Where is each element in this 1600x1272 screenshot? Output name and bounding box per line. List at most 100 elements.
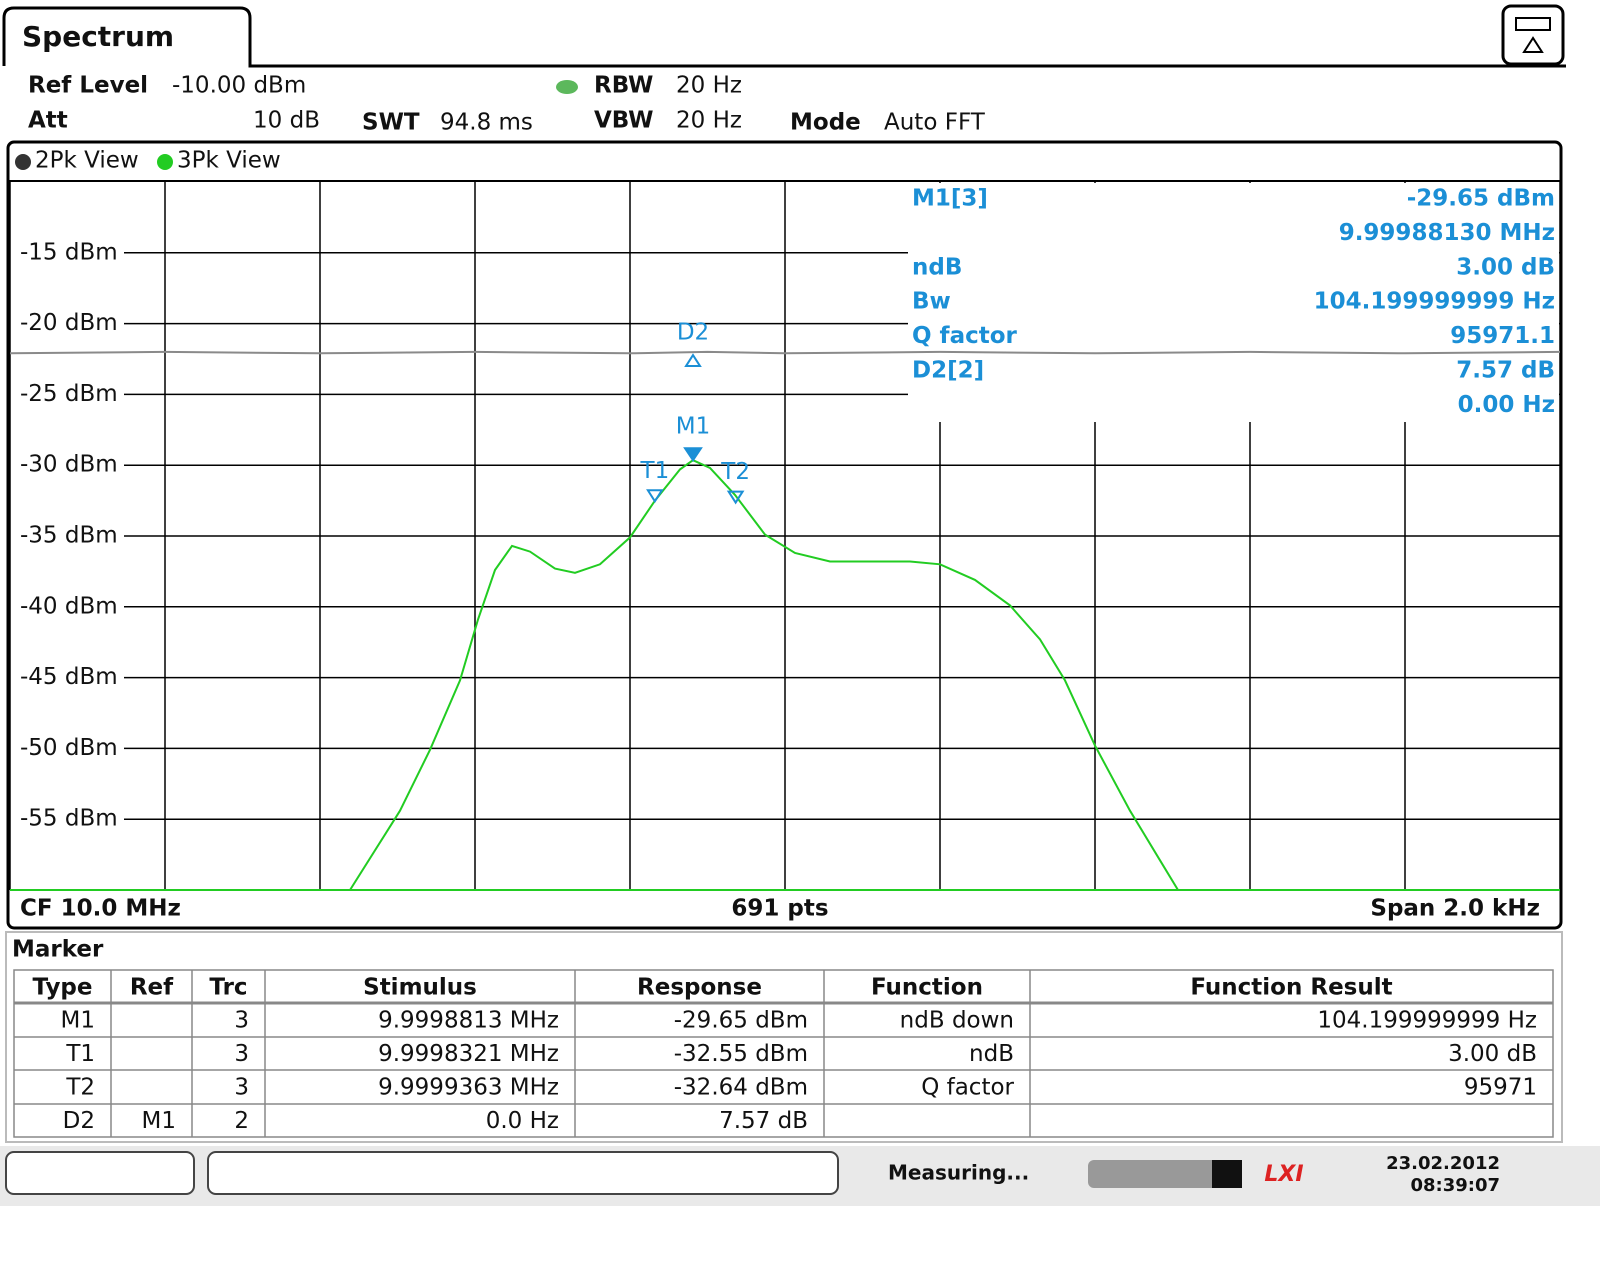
table-cell: -32.64 dBm (674, 1075, 808, 1101)
marker-symbol (684, 353, 702, 368)
table-cell: 0.0 Hz (486, 1108, 559, 1134)
setting-value: 94.8 ms (440, 110, 533, 136)
marker-symbol (646, 489, 664, 504)
info-value: 0.00 Hz (1458, 392, 1555, 418)
setting-value: 20 Hz (676, 73, 742, 99)
table-cell: 3 (234, 1075, 249, 1101)
table-cell: M1 (61, 1008, 95, 1034)
lxi-logo: LXI (1264, 1162, 1303, 1187)
table-title: Marker (12, 937, 104, 963)
info-label: M1[3] (912, 186, 988, 212)
marker-label: D2 (677, 320, 709, 346)
column-header: Function (871, 975, 983, 1001)
setting-value: -10.00 dBm (172, 73, 306, 99)
setting-label: Ref Level (28, 73, 148, 99)
y-tick-label: -50 dBm (20, 735, 118, 761)
tab-title[interactable]: Spectrum (22, 20, 174, 53)
table-cell: -29.65 dBm (674, 1008, 808, 1034)
column-header: Function Result (1190, 975, 1392, 1001)
table-cell: T2 (65, 1075, 95, 1101)
menu-button[interactable] (1501, 4, 1565, 66)
setting-label: VBW (594, 108, 653, 134)
plot-area: -15 dBm -20 dBm -25 dBm -30 dBm -35 dBm -40 d… (9, 182, 1561, 891)
trace (9, 350, 1561, 355)
column-header: Response (637, 975, 762, 1001)
progress-fill (1212, 1160, 1242, 1188)
table-cell: 95971 (1464, 1075, 1537, 1101)
setting-label: RBW (594, 73, 653, 99)
table-cell: M1 (142, 1108, 176, 1134)
marker-table: Type Ref Trc Stimulus Response Function Functi… (13, 969, 1554, 1138)
table-cell: 3 (234, 1041, 249, 1067)
info-value: -29.65 dBm (1407, 186, 1555, 212)
marker-label: T1 (640, 458, 670, 484)
marker-symbol (683, 447, 703, 463)
menu-icon (1522, 36, 1544, 53)
y-tick-label: -40 dBm (20, 593, 118, 619)
table-cell: 9.9998813 MHz (378, 1008, 559, 1034)
info-value: 9.99988130 MHz (1339, 220, 1555, 246)
y-tick-label: -45 dBm (20, 664, 118, 690)
marker-symbol (726, 490, 745, 505)
table-grid (13, 969, 1554, 1138)
softkey[interactable] (5, 1151, 195, 1195)
table-cell: Q factor (921, 1075, 1014, 1101)
info-value: 7.57 dB (1456, 358, 1555, 384)
y-tick-label: -15 dBm (20, 239, 118, 265)
info-panel (908, 183, 1559, 422)
table-cell: T1 (65, 1041, 95, 1067)
menu-icon (1515, 17, 1551, 31)
table-cell: 104.199999999 Hz (1317, 1008, 1537, 1034)
setting-value: Auto FFT (884, 110, 986, 136)
column-header: Type (32, 975, 92, 1001)
table-cell: 9.9998321 MHz (378, 1041, 559, 1067)
setting-value: 20 Hz (676, 108, 742, 134)
trace (349, 459, 1179, 891)
setting-label: Mode (790, 110, 861, 136)
legend-entry[interactable]: 3Pk View (177, 148, 281, 174)
info-label: D2[2] (912, 358, 984, 384)
status-led (556, 80, 578, 94)
table-cell: -32.55 dBm (674, 1041, 808, 1067)
y-tick-label: -55 dBm (20, 806, 118, 832)
table-cell: ndB down (900, 1008, 1014, 1034)
footer-left: CF 10.0 MHz (20, 896, 181, 922)
legend-swatch (15, 154, 31, 170)
tab-outline (2, 6, 1566, 68)
table-cell: 9.9999363 MHz (378, 1075, 559, 1101)
table-cell: ndB (969, 1041, 1014, 1067)
y-tick-label: -20 dBm (20, 310, 118, 336)
setting-label: SWT (362, 110, 420, 136)
softkey[interactable] (207, 1151, 839, 1195)
legend-swatch (157, 154, 173, 170)
status-state: Measuring... (888, 1161, 1029, 1185)
column-header: Ref (130, 975, 174, 1001)
footer-right: Span 2.0 kHz (1370, 896, 1540, 922)
status-time: 08:39:07 (1410, 1175, 1500, 1196)
footer-center: 691 pts (731, 896, 828, 922)
progress-bar (1088, 1160, 1242, 1188)
info-label: Bw (912, 289, 951, 315)
table-cell: 3.00 dB (1448, 1041, 1537, 1067)
info-label: ndB (912, 254, 962, 280)
table-cell: 7.57 dB (719, 1108, 808, 1134)
table-cell: 3 (234, 1008, 249, 1034)
setting-label: Att (28, 108, 68, 134)
y-tick-label: -35 dBm (20, 523, 118, 549)
marker-label: M1 (676, 414, 710, 440)
table-cell: 2 (234, 1108, 249, 1134)
info-value: 3.00 dB (1456, 254, 1555, 280)
column-header: Stimulus (363, 975, 477, 1001)
y-tick-label: -25 dBm (20, 381, 118, 407)
legend-entry[interactable]: 2Pk View (35, 148, 139, 174)
info-label: Q factor (912, 323, 1018, 349)
marker-label: T2 (720, 459, 750, 485)
status-date: 23.02.2012 (1386, 1153, 1500, 1174)
column-header: Trc (209, 975, 247, 1001)
info-value: 104.199999999 Hz (1314, 289, 1555, 315)
y-tick-label: -30 dBm (20, 452, 118, 478)
table-cell: D2 (63, 1108, 95, 1134)
info-value: 95971.1 (1450, 323, 1555, 349)
